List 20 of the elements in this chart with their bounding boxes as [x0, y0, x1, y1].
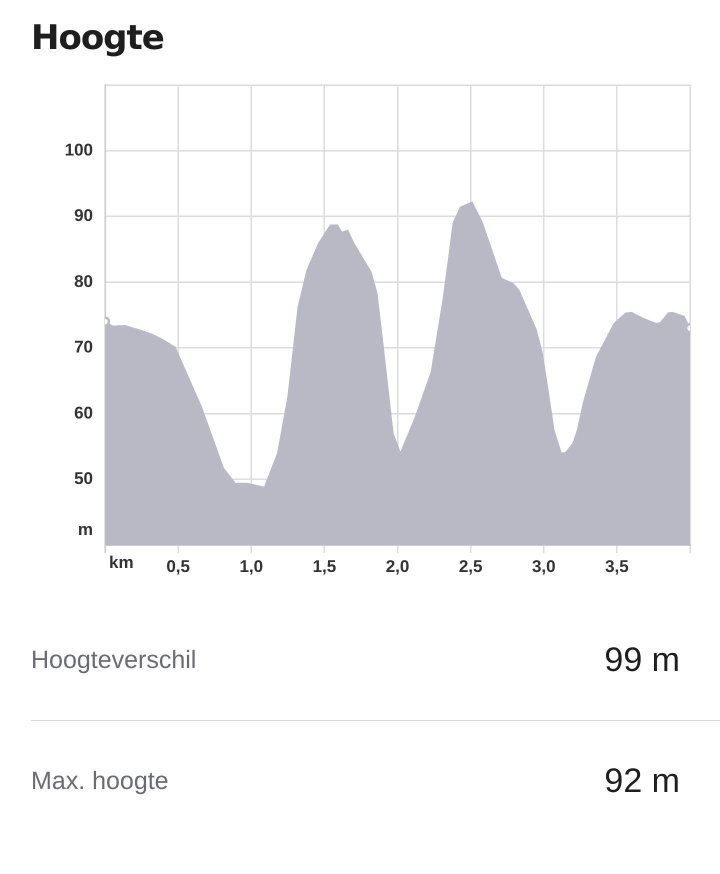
text: 92 m: [604, 762, 680, 800]
y-tick-label: 50: [74, 468, 93, 488]
y-tick-label: 90: [74, 206, 93, 226]
y-axis-title: m: [78, 520, 93, 540]
x-tick-label: 1,0: [239, 556, 264, 576]
x-axis-title: km: [109, 553, 134, 572]
y-tick-label: 80: [74, 272, 93, 291]
y-tick-label: 70: [74, 338, 93, 357]
x-tick-label: 2,0: [386, 556, 410, 576]
x-tick-label: 0,5: [166, 556, 190, 576]
x-tick-label: 3,5: [605, 556, 629, 576]
text: Max. hoogte: [31, 766, 169, 796]
x-tick-label: 2,5: [458, 556, 482, 576]
text: 99 m: [604, 640, 680, 680]
x-tick-label: 3,0: [532, 556, 556, 576]
y-tick-label: 60: [74, 403, 93, 422]
x-tick-label: 1,5: [312, 556, 336, 576]
text: Hoogteverschil: [31, 646, 196, 674]
y-tick-label: 100: [64, 140, 93, 160]
chart-title: Hoogte: [31, 18, 164, 58]
